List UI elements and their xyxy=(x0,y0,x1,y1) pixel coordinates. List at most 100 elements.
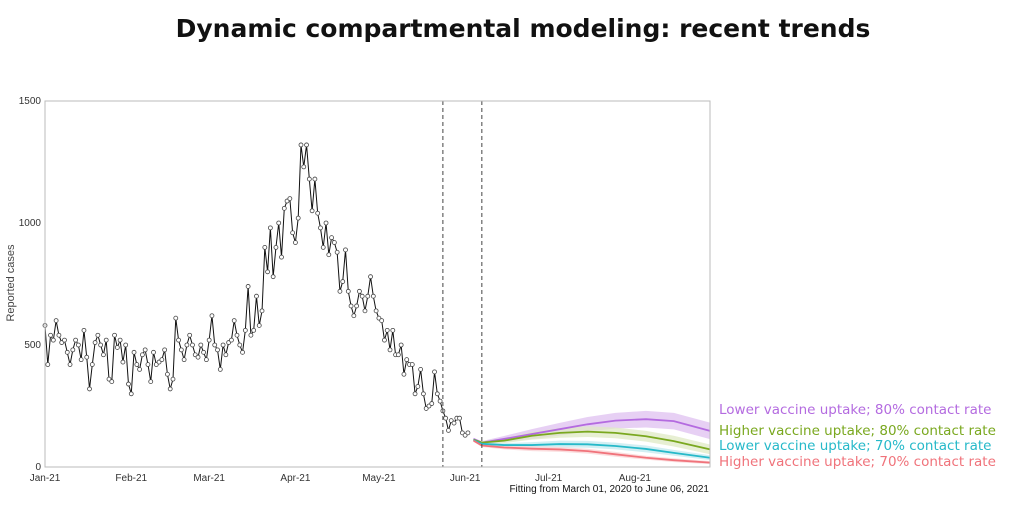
observed-point xyxy=(229,337,234,343)
observed-point xyxy=(301,164,307,170)
observed-point xyxy=(89,362,95,367)
observed-point xyxy=(73,337,79,343)
legend-entry-1: Lower vaccine uptake; 80% contact rate xyxy=(719,402,991,418)
observed-point xyxy=(145,362,151,367)
plot-frame xyxy=(44,100,711,468)
observed-point xyxy=(309,208,315,214)
observed-point xyxy=(231,318,237,324)
observed-point xyxy=(123,342,129,348)
observed-point xyxy=(53,318,59,324)
observed-point xyxy=(92,340,98,345)
observed-point xyxy=(432,369,437,375)
observed-line xyxy=(44,144,469,436)
observed-point xyxy=(387,347,393,353)
observed-point xyxy=(351,313,357,319)
observed-point xyxy=(304,142,309,148)
observed-point xyxy=(223,352,229,358)
observed-point xyxy=(451,420,457,426)
observed-point xyxy=(128,391,134,397)
observed-point xyxy=(167,386,173,392)
observed-point xyxy=(198,342,204,348)
observed-point xyxy=(329,235,334,241)
observed-point xyxy=(276,220,282,226)
observed-point xyxy=(379,318,385,324)
observed-point xyxy=(446,427,451,433)
observed-point xyxy=(126,381,131,387)
x-tick-label: Jan-21 xyxy=(30,473,61,484)
observed-point xyxy=(190,342,195,348)
observed-point xyxy=(67,362,73,367)
observed-point xyxy=(270,274,276,280)
observed-point xyxy=(81,327,87,333)
observed-point xyxy=(134,362,140,367)
observed-point xyxy=(409,362,415,367)
observed-point xyxy=(203,357,209,363)
observed-point xyxy=(457,415,462,421)
forecast-line-3 xyxy=(473,439,711,459)
observed-point xyxy=(348,303,354,309)
observed-point xyxy=(131,349,137,355)
fitting-caption: Fitting from March 01, 2020 to June 06, … xyxy=(509,484,709,495)
y-axis-ticks: 0 500 1000 1500 xyxy=(19,96,42,473)
observed-point xyxy=(173,315,179,321)
observed-point xyxy=(45,362,51,367)
observed-point xyxy=(98,342,104,348)
observed-point xyxy=(281,205,287,211)
observed-point xyxy=(312,176,318,182)
observed-point xyxy=(306,176,312,182)
observed-point xyxy=(117,337,123,343)
observed-point xyxy=(139,352,145,358)
observed-point xyxy=(48,332,53,338)
observed-point xyxy=(148,379,154,385)
observed-point xyxy=(64,349,70,355)
chart-title: Dynamic compartmental modeling: recent t… xyxy=(175,14,871,43)
observed-point xyxy=(70,347,76,353)
observed-point xyxy=(242,327,248,333)
observed-point xyxy=(248,332,254,338)
observed-point xyxy=(412,391,418,397)
x-tick-label: Aug-21 xyxy=(619,473,652,484)
observed-point xyxy=(151,349,156,355)
observed-point xyxy=(465,430,471,436)
observed-point xyxy=(162,347,168,353)
observed-point xyxy=(62,337,67,343)
legend-entry-4: Higher vaccine uptake; 70% contact rate xyxy=(719,454,996,470)
observed-point xyxy=(398,342,404,348)
observed-point xyxy=(109,379,115,385)
observed-point xyxy=(220,342,226,348)
observed-point xyxy=(267,225,273,231)
observed-point xyxy=(181,357,187,363)
legend-entry-2: Higher vaccine uptake; 80% contact rate xyxy=(719,423,996,439)
observed-point xyxy=(112,332,117,338)
forecast-lines xyxy=(473,418,711,464)
observed-point xyxy=(370,293,376,299)
forecast-line-2 xyxy=(473,430,711,451)
y-tick-label: 0 xyxy=(35,462,41,473)
observed-point xyxy=(359,293,365,299)
observed-point xyxy=(75,342,81,348)
observed-point xyxy=(265,269,270,275)
observed-point xyxy=(401,371,407,377)
observed-point xyxy=(320,244,326,250)
observed-point xyxy=(354,303,360,309)
y-tick-label: 500 xyxy=(24,340,41,351)
observed-point xyxy=(290,230,296,236)
observed-point xyxy=(362,308,368,314)
observed-point xyxy=(279,254,284,260)
observed-point xyxy=(176,337,181,343)
observed-point xyxy=(187,332,193,338)
observed-point xyxy=(209,313,215,319)
observed-point xyxy=(78,357,84,363)
observed-point xyxy=(259,308,265,314)
x-axis-ticks: Jan-21 Feb-21 Mar-21 Apr-21 May-21 Jun-21 Jul-… xyxy=(30,473,652,484)
observed-point xyxy=(337,288,343,294)
observed-point xyxy=(159,357,165,363)
observed-point xyxy=(395,352,401,358)
observed-point xyxy=(245,284,251,289)
observed-point xyxy=(443,415,449,421)
observed-point xyxy=(215,347,220,353)
observed-series xyxy=(42,142,471,438)
observed-point xyxy=(384,327,390,333)
x-tick-label: Feb-21 xyxy=(115,473,147,484)
